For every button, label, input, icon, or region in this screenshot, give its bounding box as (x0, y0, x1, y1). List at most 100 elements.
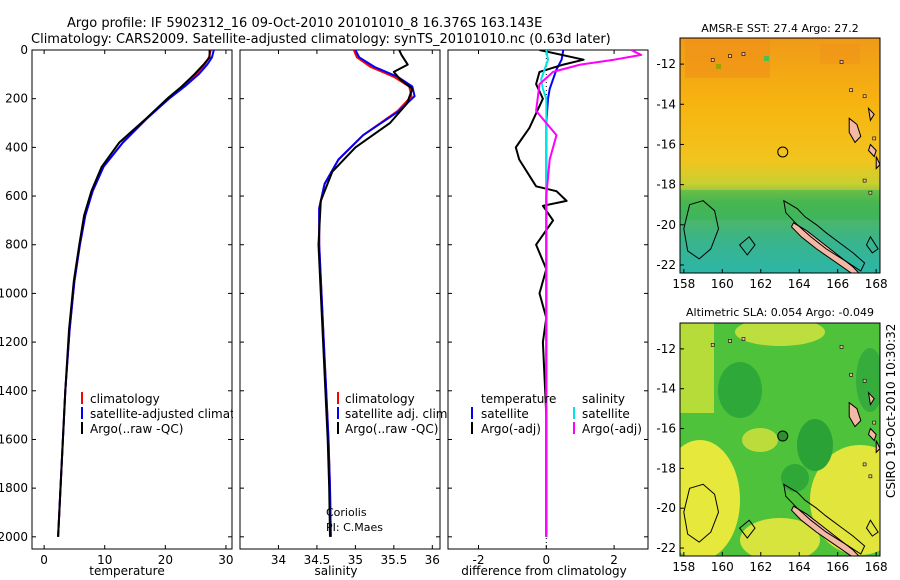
island-dot (741, 52, 746, 56)
warm-patch (685, 40, 770, 78)
series-line-argo-raw-qc (317, 50, 414, 537)
island-dot (839, 345, 844, 349)
difference-xlabel: difference from climatology (461, 564, 627, 578)
x-tick-label: 158 (672, 560, 695, 574)
cool-patch (680, 190, 880, 220)
sst-coastlines (683, 52, 880, 273)
island-dot (862, 462, 867, 467)
island-dot (710, 343, 715, 347)
dark-green-patch (718, 362, 762, 418)
island-dot (728, 339, 732, 343)
coastline-chesterfield (683, 200, 720, 260)
x-tick-label: 2 (610, 553, 618, 567)
x-tick-label: 166 (826, 560, 849, 574)
y-tick-label: 0 (20, 43, 28, 57)
y-tick-label: -12 (656, 57, 676, 71)
y-tick-label: 400 (5, 140, 28, 154)
coastline-vanuatu3 (867, 106, 875, 122)
sst-map-frame (679, 37, 881, 274)
sla-map-ticks: 158 160 162 164 166 168 -12 -14 -16 -18 -20 -22 (656, 342, 887, 574)
legend-heading-salinity: salinity (582, 392, 625, 406)
x-tick-label: 30 (218, 553, 233, 567)
temperature-legend: climatology satellite-adjusted climatolo… (81, 392, 268, 436)
y-tick-label: 600 (5, 189, 28, 203)
timestamp-label: CSIRO 19-Oct-2010 10:30:32 (884, 324, 898, 498)
legend-label-sal-argo: Argo(-adj) (582, 422, 642, 436)
island-dot (710, 58, 715, 62)
temperature-xlabel: temperature (89, 564, 164, 578)
coastline-reef3 (865, 235, 879, 254)
legend-label-argo: Argo(..raw -QC) (90, 422, 183, 436)
x-tick-label: 36 (425, 553, 440, 567)
y-tick-label: -16 (656, 422, 676, 436)
legend-label-sal-satellite: satellite (582, 407, 630, 421)
coastline-reef2 (738, 519, 756, 539)
x-tick-label: 0 (40, 553, 48, 567)
salinity-legend: climatology satellite adj. clim. Argo(..… (337, 392, 451, 436)
x-tick-label: 35.5 (380, 553, 407, 567)
temperature-ticks: 0 10 20 30 0 200 400 600 800 1000 1200 1400 1600 1800… (0, 43, 234, 567)
y-tick-label: -14 (656, 382, 676, 396)
x-tick-label: 158 (672, 277, 695, 291)
dark-green-patch (856, 348, 880, 412)
island-dot (839, 60, 844, 64)
salinity-lines (317, 50, 416, 537)
y-tick-label: 1400 (0, 384, 28, 398)
y-tick-label: 1000 (0, 286, 28, 300)
legend-heading-temperature: temperature (481, 392, 556, 406)
sla-field-patches (680, 323, 880, 556)
coastline-vanuatu4 (875, 156, 880, 170)
sst-map-panel: AMSR-E SST: 27.4 Argo: 27.2 158 160 162 164… (656, 22, 887, 291)
x-tick-label: 168 (865, 560, 888, 574)
island-dot (728, 54, 732, 58)
sla-map-title: Altimetric SLA: 0.054 Argo: -0.049 (686, 306, 874, 319)
yellow-patch (742, 428, 778, 452)
coastline-lagoon (783, 483, 866, 555)
legend-label-climatology: climatology (90, 392, 160, 406)
temperature-lines (57, 50, 215, 537)
coastline-vanuatu1 (848, 401, 862, 428)
yellow-patch (740, 518, 820, 556)
coastline-chesterfield (683, 483, 720, 543)
sst-map-ticks: 158 160 162 164 166 168 -12 -14 -16 -18 -20 -22 (656, 57, 887, 291)
y-tick-label: -20 (656, 218, 676, 232)
difference-panel: -2 0 2 difference from climatology tempera… (447, 49, 649, 578)
x-tick-label: 162 (749, 560, 772, 574)
legend-label-temp-satellite: satellite (481, 407, 529, 421)
coastline-lagoon (783, 199, 866, 272)
x-tick-label: 168 (865, 277, 888, 291)
y-tick-label: -16 (656, 137, 676, 151)
island-dot (872, 136, 877, 141)
y-tick-label: -12 (656, 342, 676, 356)
legend-label-temp-argo: Argo(-adj) (481, 422, 541, 436)
pi-label: PI: C.Maes (326, 521, 383, 534)
x-tick-label: 164 (788, 277, 811, 291)
yellow-patch (680, 323, 714, 413)
coastline-vanuatu1 (848, 117, 862, 144)
x-tick-label: 34 (271, 553, 286, 567)
y-tick-label: -22 (656, 258, 676, 272)
island-dot (849, 88, 853, 93)
x-tick-label: 20 (158, 553, 173, 567)
y-tick-label: -14 (656, 97, 676, 111)
series-line-argo-raw-qc (57, 50, 211, 537)
series-line-argo-adj (535, 50, 643, 537)
y-tick-label: -20 (656, 501, 676, 515)
x-tick-label: 34.5 (304, 553, 331, 567)
island-dot (849, 372, 853, 377)
yellow-patch (810, 445, 880, 555)
sla-map-panel: Altimetric SLA: 0.054 Argo: -0.049 158 16… (656, 306, 887, 574)
coastline-vanuatu2 (867, 143, 877, 158)
x-tick-label: 162 (749, 277, 772, 291)
temperature-legend-mask (233, 388, 241, 438)
coastline-vanuatu4 (875, 440, 880, 454)
y-tick-label: 2000 (0, 530, 28, 544)
temperature-panel: 0 10 20 30 0 200 400 600 800 1000 1200 1400 1600 1800… (0, 43, 268, 578)
salinity-ticks: 34 34.5 35 35.5 36 (240, 49, 440, 567)
y-tick-label: 1200 (0, 335, 28, 349)
coastline-reef3 (865, 519, 879, 537)
legend-label-satellite: satellite-adjusted climatology (90, 407, 268, 421)
y-tick-label: -18 (656, 178, 676, 192)
island-dot (868, 190, 873, 195)
